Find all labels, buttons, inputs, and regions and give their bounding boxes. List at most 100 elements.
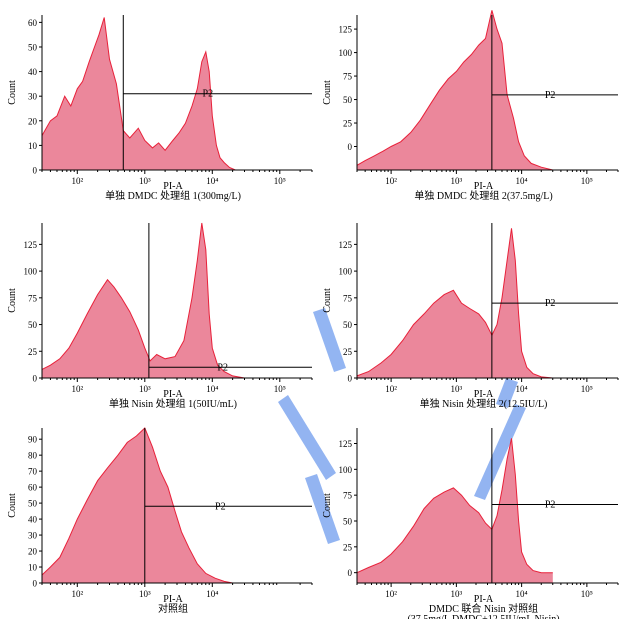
y-tick-label: 100 — [24, 267, 38, 277]
y-tick-label: 40 — [28, 515, 38, 525]
histogram-area — [357, 228, 553, 378]
x-tick-label: 10⁵ — [581, 589, 593, 599]
panel-caption: 对照组 — [158, 602, 188, 615]
panel-caption: DMDC 联合 Nisin 对照组 — [429, 602, 538, 615]
histogram-area — [357, 438, 553, 583]
y-axis-label: Count — [322, 493, 333, 518]
panel-caption: 单独 DMDC 处理组 2(37.5mg/L) — [414, 189, 552, 202]
y-tick-label: 70 — [28, 467, 38, 477]
watermark-stroke — [474, 404, 526, 500]
x-tick-label: 10⁴ — [206, 589, 218, 599]
watermark — [278, 308, 526, 544]
y-tick-label: 25 — [343, 542, 353, 552]
y-tick-label: 30 — [28, 531, 38, 541]
y-tick-label: 25 — [343, 119, 353, 129]
x-tick-label: 10³ — [451, 589, 463, 599]
watermark-stroke — [313, 308, 346, 372]
gate-label: P2 — [217, 362, 228, 373]
watermark-stroke — [305, 474, 340, 544]
x-tick-label: 10⁵ — [274, 176, 286, 186]
y-tick-label: 0 — [33, 166, 38, 176]
x-axis-label: PI-A — [474, 389, 494, 400]
y-tick-label: 90 — [28, 435, 38, 445]
gate-label: P2 — [545, 298, 556, 309]
y-tick-label: 0 — [348, 568, 353, 578]
y-tick-label: 10 — [28, 141, 38, 151]
gate-label: P2 — [545, 499, 556, 510]
x-tick-label: 10⁵ — [274, 384, 286, 394]
histogram-panel-2: 0 25 50 75 100 125 10² 10³ 10⁴ 10⁵ P2 PI-A Count 单独 D… — [322, 10, 619, 202]
gate-label: P2 — [215, 501, 226, 512]
histogram-area — [42, 428, 245, 583]
y-tick-label: 75 — [343, 491, 353, 501]
y-axis-label: Count — [7, 288, 18, 313]
panel-caption: 单独 Nisin 处理组 2(12.5IU/L) — [420, 397, 548, 410]
watermark-stroke — [278, 395, 336, 480]
gate-label: P2 — [545, 90, 556, 101]
histogram-outline — [41, 222, 245, 379]
histogram-panel-1: 0 10 20 30 40 50 60 10² 10³ 10⁴ 10⁵ P2 PI-A Count 单独 D… — [7, 15, 313, 202]
y-tick-label: 50 — [28, 499, 38, 509]
gate-label: P2 — [203, 89, 214, 100]
x-tick-label: 10³ — [451, 176, 463, 186]
y-tick-label: 0 — [348, 374, 353, 384]
y-tick-label: 30 — [28, 92, 38, 102]
y-tick-label: 75 — [343, 293, 353, 303]
x-tick-label: 10² — [71, 589, 83, 599]
x-tick-label: 10⁴ — [206, 384, 218, 394]
y-tick-label: 125 — [339, 240, 353, 250]
x-tick-label: 10⁴ — [516, 176, 528, 186]
y-tick-label: 100 — [339, 465, 353, 475]
x-axis-label: PI-A — [474, 181, 494, 192]
histogram-outline — [356, 438, 553, 574]
x-tick-label: 10⁵ — [581, 384, 593, 394]
y-tick-label: 20 — [28, 547, 38, 557]
x-axis-label: PI-A — [163, 181, 183, 192]
y-tick-label: 100 — [339, 267, 353, 277]
x-tick-label: 10⁴ — [516, 384, 528, 394]
y-tick-label: 40 — [28, 67, 38, 77]
x-tick-label: 10² — [71, 176, 83, 186]
panel-caption: 单独 DMDC 处理组 1(300mg/L) — [105, 189, 241, 202]
x-tick-label: 10² — [71, 384, 83, 394]
histogram-panel-5: 0 10 20 30 40 50 60 70 80 90 10² 10³ 10⁴ P2 PI-A Count 对… — [7, 427, 313, 615]
y-tick-label: 100 — [339, 48, 353, 58]
x-axis-label: PI-A — [474, 594, 494, 605]
x-tick-label: 10⁴ — [206, 176, 218, 186]
y-tick-label: 60 — [28, 18, 38, 28]
x-tick-label: 10³ — [139, 176, 151, 186]
x-tick-label: 10² — [385, 589, 397, 599]
y-tick-label: 25 — [28, 347, 38, 357]
y-axis-label: Count — [7, 493, 18, 518]
x-tick-label: 10⁴ — [516, 589, 528, 599]
y-tick-label: 0 — [348, 142, 353, 152]
x-tick-label: 10² — [385, 384, 397, 394]
y-tick-label: 0 — [33, 374, 38, 384]
y-tick-label: 75 — [343, 72, 353, 82]
y-axis-label: Count — [7, 80, 18, 105]
y-tick-label: 50 — [343, 95, 353, 105]
y-axis-label: Count — [322, 288, 333, 313]
histogram-outline — [356, 228, 553, 379]
y-tick-label: 25 — [343, 347, 353, 357]
x-tick-label: 10³ — [451, 384, 463, 394]
x-axis-label: PI-A — [163, 594, 183, 605]
y-tick-label: 10 — [28, 563, 38, 573]
histogram-outline — [41, 17, 245, 171]
x-tick-label: 10² — [385, 176, 397, 186]
watermark-stroke — [496, 378, 518, 408]
y-tick-label: 80 — [28, 451, 38, 461]
y-tick-label: 125 — [339, 439, 353, 449]
histogram-panel-3: 0 25 50 75 100 125 10² 10³ 10⁴ 10⁵ P2 PI-A Count 单独 N… — [7, 222, 313, 410]
x-tick-label: 10⁵ — [581, 176, 593, 186]
y-tick-label: 50 — [343, 517, 353, 527]
y-tick-label: 0 — [33, 579, 38, 589]
x-tick-label: 10³ — [139, 384, 151, 394]
y-tick-label: 125 — [339, 25, 353, 35]
histogram-outline — [41, 427, 245, 584]
y-tick-label: 20 — [28, 116, 38, 126]
histogram-panel-6: 0 25 50 75 100 125 10² 10³ 10⁴ 10⁵ P2 PI-A Count DMDC… — [322, 428, 619, 619]
panel-caption-2: (37.5mg/L DMDC+12.5IU/mL Nisin) — [407, 614, 559, 619]
histogram-outline — [356, 10, 553, 171]
